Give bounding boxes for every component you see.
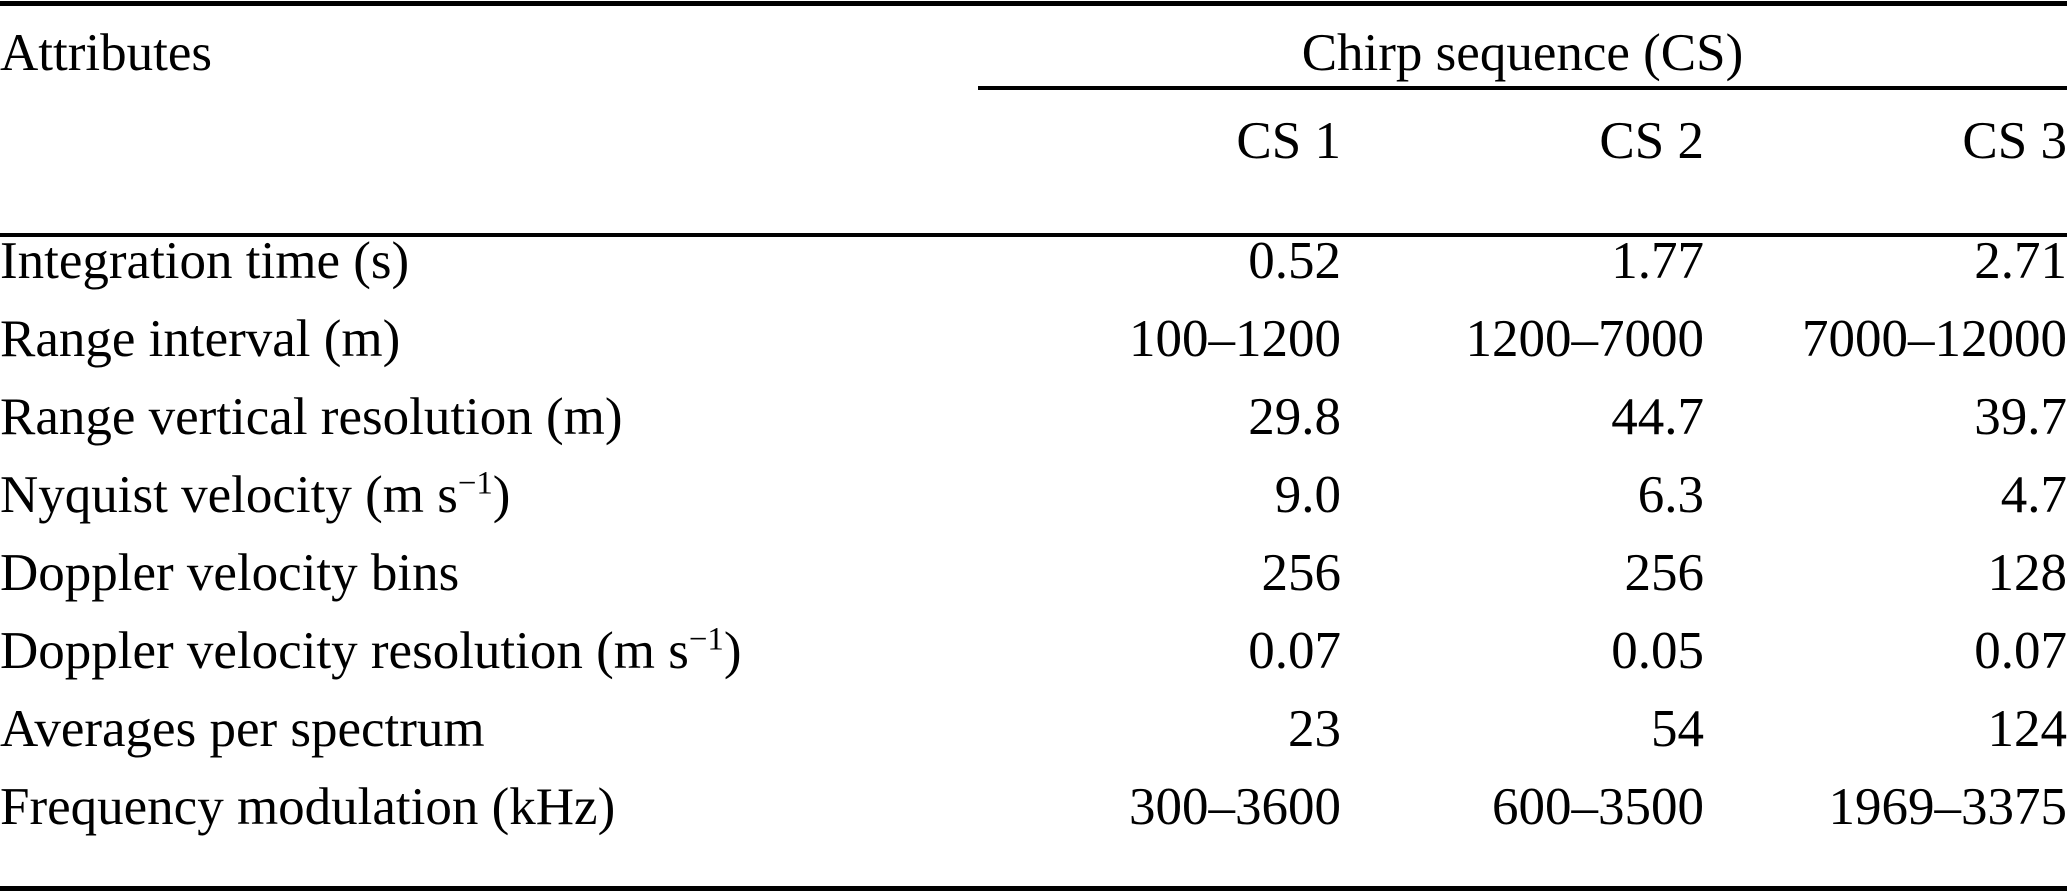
cell-cs2: 0.05 — [1611, 622, 1704, 680]
table-top-rule — [0, 1, 2067, 6]
cell-cs1: 100–1200 — [1129, 310, 1341, 368]
table-bottom-rule — [0, 886, 2067, 891]
body-top-gap — [0, 192, 2067, 222]
table-row: Doppler velocity resolution (m s−1) 0.07… — [0, 612, 2067, 690]
row-label-text: Averages per spectrum — [0, 700, 485, 758]
cell-cs2: 1200–7000 — [1465, 310, 1705, 368]
table-row: Doppler velocity bins 256 256 128 — [0, 534, 2067, 612]
chirp-sequence-table: Attributes Chirp sequence (CS) CS 1 CS 2… — [0, 0, 2067, 878]
row-label-text: Range vertical resolution (m) — [0, 388, 623, 446]
table-bottom-spacer — [0, 846, 2067, 878]
cell-cs3: 4.7 — [2000, 466, 2067, 524]
cell-cs2: 1.77 — [1611, 232, 1704, 290]
cell-cs3: 7000–12000 — [1802, 310, 2067, 368]
row-label: Frequency modulation (kHz) — [0, 768, 978, 846]
cell-cs1: 23 — [1288, 700, 1341, 758]
row-label-superscript: −1 — [688, 621, 724, 658]
row-label: Range vertical resolution (m) — [0, 378, 978, 456]
row-label: Averages per spectrum — [0, 690, 978, 768]
row-label: Doppler velocity bins — [0, 534, 978, 612]
spanner-rule-gap — [0, 94, 2067, 102]
cell-cs3: 39.7 — [1974, 388, 2067, 446]
table-row: Range interval (m) 100–1200 1200–7000 70… — [0, 300, 2067, 378]
row-label: Integration time (s) — [0, 222, 978, 300]
header-row-subcolumns: CS 1 CS 2 CS 3 — [0, 102, 2067, 192]
cell-cs1: 0.07 — [1248, 622, 1341, 680]
header-body-divider-rule — [0, 233, 2067, 237]
cell-cs3: 1969–3375 — [1828, 778, 2067, 836]
row-label-tail: ) — [723, 622, 742, 680]
column-header-cs1: CS 1 — [1236, 112, 1341, 170]
column-header-cs2: CS 2 — [1599, 112, 1704, 170]
row-label: Doppler velocity resolution (m s−1) — [0, 612, 978, 690]
row-label: Range interval (m) — [0, 300, 978, 378]
row-label-text: Frequency modulation (kHz) — [0, 778, 616, 836]
table-row: Nyquist velocity (m s−1) 9.0 6.3 4.7 — [0, 456, 2067, 534]
table-row: Integration time (s) 0.52 1.77 2.71 — [0, 222, 2067, 300]
cell-cs1: 256 — [1261, 544, 1342, 602]
row-label-text: Doppler velocity bins — [0, 544, 460, 602]
row-label-tail: ) — [492, 466, 511, 524]
row-label: Nyquist velocity (m s−1) — [0, 456, 978, 534]
header-row-primary: Attributes Chirp sequence (CS) — [0, 14, 2067, 94]
table-top-spacer — [0, 0, 2067, 14]
row-label-superscript: −1 — [457, 465, 493, 502]
cell-cs2: 6.3 — [1637, 466, 1704, 524]
cell-cs2: 600–3500 — [1492, 778, 1704, 836]
table-row: Frequency modulation (kHz) 300–3600 600–… — [0, 768, 2067, 846]
cell-cs3: 2.71 — [1974, 232, 2067, 290]
column-header-cs3: CS 3 — [1962, 112, 2067, 170]
row-label-text: Nyquist velocity (m s — [0, 466, 458, 524]
cell-cs1: 29.8 — [1248, 388, 1341, 446]
cell-cs2: 54 — [1651, 700, 1704, 758]
cell-cs3: 0.07 — [1974, 622, 2067, 680]
spanner-rule — [978, 86, 2067, 90]
row-label-text: Integration time (s) — [0, 232, 410, 290]
attributes-header: Attributes — [0, 24, 212, 82]
row-label-text: Doppler velocity resolution (m s — [0, 622, 689, 680]
cell-cs2: 256 — [1624, 544, 1705, 602]
cell-cs1: 300–3600 — [1129, 778, 1341, 836]
row-label-text: Range interval (m) — [0, 310, 401, 368]
table-row: Range vertical resolution (m) 29.8 44.7 … — [0, 378, 2067, 456]
chirp-sequence-spanner-header: Chirp sequence (CS) — [1301, 24, 1744, 82]
cell-cs3: 128 — [1987, 544, 2067, 602]
cell-cs2: 44.7 — [1611, 388, 1704, 446]
cell-cs1: 0.52 — [1248, 232, 1341, 290]
cell-cs1: 9.0 — [1274, 466, 1341, 524]
cell-cs3: 124 — [1987, 700, 2067, 758]
table-row: Averages per spectrum 23 54 124 — [0, 690, 2067, 768]
